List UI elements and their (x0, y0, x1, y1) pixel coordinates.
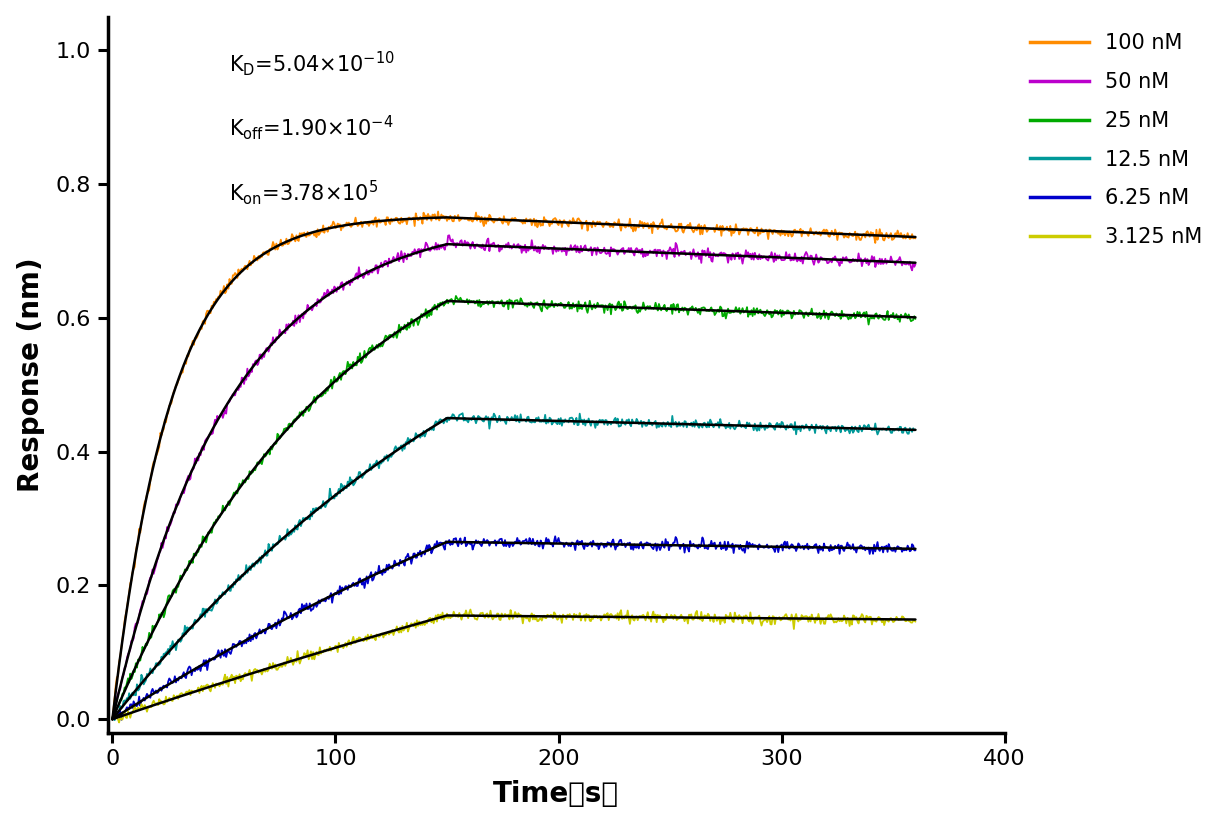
X-axis label: Time（s）: Time（s） (493, 780, 619, 808)
Text: K$_\mathrm{D}$=5.04×10$^{-10}$: K$_\mathrm{D}$=5.04×10$^{-10}$ (229, 49, 395, 78)
Legend: 100 nM, 50 nM, 25 nM, 12.5 nM, 6.25 nM, 3.125 nM: 100 nM, 50 nM, 25 nM, 12.5 nM, 6.25 nM, … (1024, 27, 1209, 253)
Text: K$_\mathrm{on}$=3.78×10$^{5}$: K$_\mathrm{on}$=3.78×10$^{5}$ (229, 177, 379, 206)
Text: K$_\mathrm{off}$=1.90×10$^{-4}$: K$_\mathrm{off}$=1.90×10$^{-4}$ (229, 113, 394, 142)
Y-axis label: Response (nm): Response (nm) (17, 257, 44, 492)
